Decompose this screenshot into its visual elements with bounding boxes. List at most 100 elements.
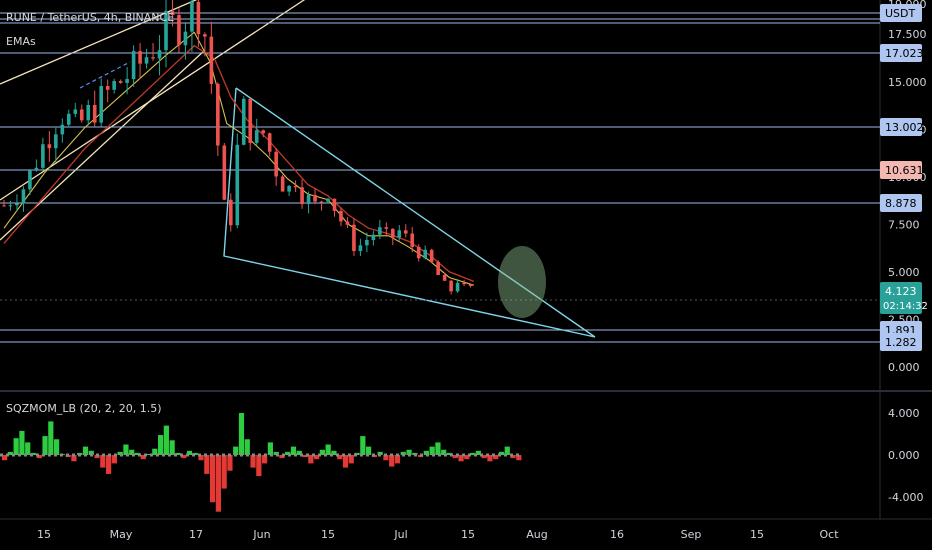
candle-body xyxy=(455,282,460,292)
candle-body xyxy=(436,261,440,275)
momentum-bar xyxy=(308,455,314,464)
chart-title: RUNE / TetherUS, 4h, BINANCE xyxy=(6,11,175,24)
momentum-bar xyxy=(227,455,233,471)
momentum-bar xyxy=(36,455,42,459)
candle-body xyxy=(358,245,363,252)
candle-body xyxy=(313,194,317,202)
candle-body xyxy=(339,210,343,222)
momentum-bar xyxy=(360,436,366,455)
momentum-bar xyxy=(117,451,123,455)
momentum-bar xyxy=(348,455,354,464)
candle-body xyxy=(73,109,78,114)
candle-body xyxy=(125,79,129,83)
price-level-badge xyxy=(880,44,922,62)
momentum-bar xyxy=(285,451,291,455)
momentum-bar xyxy=(435,442,441,455)
current-price-badge xyxy=(880,282,922,314)
momentum-bar xyxy=(389,455,395,467)
candle-body xyxy=(203,34,207,37)
momentum-bar xyxy=(470,452,476,455)
momentum-bar xyxy=(331,450,337,455)
squeeze-momentum-label[interactable]: SQZMOM_LB (20, 2, 20, 1.5) xyxy=(6,402,162,415)
momentum-bar xyxy=(366,446,372,455)
candle-body xyxy=(144,57,149,64)
momentum-bar xyxy=(458,455,464,462)
momentum-bar xyxy=(7,451,13,455)
dashed-trend-segment xyxy=(79,61,131,89)
candle-body xyxy=(183,31,188,46)
momentum-bar xyxy=(198,455,204,461)
momentum-bar xyxy=(400,451,406,455)
candle-body xyxy=(157,50,162,59)
momentum-bar xyxy=(256,455,262,476)
candle-body xyxy=(138,51,142,64)
momentum-bar xyxy=(82,446,89,455)
time-axis-tick: Sep xyxy=(681,528,702,541)
momentum-bar xyxy=(25,442,31,455)
momentum-bar xyxy=(481,455,487,459)
candle-body xyxy=(462,282,466,285)
time-axis-tick: Jul xyxy=(393,528,407,541)
oscillator-axis-tick: 4.000 xyxy=(888,407,920,420)
momentum-bar xyxy=(498,451,505,455)
time-axis-tick: 15 xyxy=(461,528,475,541)
ema-indicator-label[interactable]: EMAs xyxy=(6,35,36,48)
candle-body xyxy=(235,144,240,226)
momentum-bar xyxy=(71,455,77,462)
price-level-badge xyxy=(880,118,922,136)
candle-body xyxy=(222,145,227,200)
candle-body xyxy=(151,57,155,59)
breakout-highlight xyxy=(498,246,546,318)
candle-body xyxy=(112,81,116,90)
price-level-badge-label: USDT xyxy=(885,7,916,20)
candle-body xyxy=(28,169,32,190)
candle-body xyxy=(410,233,415,247)
momentum-bar xyxy=(267,442,273,455)
candlestick-series xyxy=(2,0,473,295)
momentum-bar xyxy=(175,452,181,455)
price-axis-tick: 17.500 xyxy=(888,28,927,41)
momentum-bar xyxy=(192,452,198,455)
candle-body xyxy=(365,239,369,246)
momentum-bar xyxy=(383,455,389,461)
candle-body xyxy=(86,104,91,121)
oscillator-axis-tick: 0.000 xyxy=(888,449,920,462)
candle-body xyxy=(21,189,26,204)
momentum-bar xyxy=(163,425,169,455)
momentum-bar xyxy=(215,455,221,512)
price-level-badge-label: 17.023 xyxy=(885,47,924,60)
candle-body xyxy=(254,130,259,143)
candle-body xyxy=(60,124,65,135)
candle-body xyxy=(326,198,330,202)
candle-body xyxy=(280,176,285,192)
time-axis-tick: May xyxy=(110,528,133,541)
time-axis-tick: 15 xyxy=(37,528,51,541)
momentum-bar xyxy=(319,449,325,455)
momentum-bar xyxy=(204,455,210,474)
momentum-bar xyxy=(464,455,470,460)
price-level-badge-label: 10.631 xyxy=(885,164,924,177)
momentum-bar xyxy=(262,455,268,464)
candle-body xyxy=(261,130,265,134)
candle-body xyxy=(8,205,13,207)
price-level-badge xyxy=(880,161,922,179)
price-level-badge-label: 1.282 xyxy=(885,336,917,349)
momentum-bar xyxy=(446,452,453,455)
momentum-bar xyxy=(106,455,112,474)
momentum-bar xyxy=(493,455,499,460)
candle-body xyxy=(15,203,19,206)
candle-body xyxy=(216,83,220,146)
candle-body xyxy=(378,227,382,235)
momentum-bar xyxy=(337,455,343,460)
price-level-badge xyxy=(880,333,922,351)
price-axis-tick: 0.000 xyxy=(888,361,920,374)
price-level-badge-label: 13.002 xyxy=(885,121,924,134)
momentum-bar xyxy=(290,446,297,455)
momentum-bar xyxy=(441,449,447,455)
price-level-badge xyxy=(880,4,922,22)
time-axis-tick: Aug xyxy=(526,528,547,541)
time-axis-tick: 15 xyxy=(750,528,764,541)
candle-body xyxy=(177,15,181,46)
momentum-bar xyxy=(250,455,256,468)
